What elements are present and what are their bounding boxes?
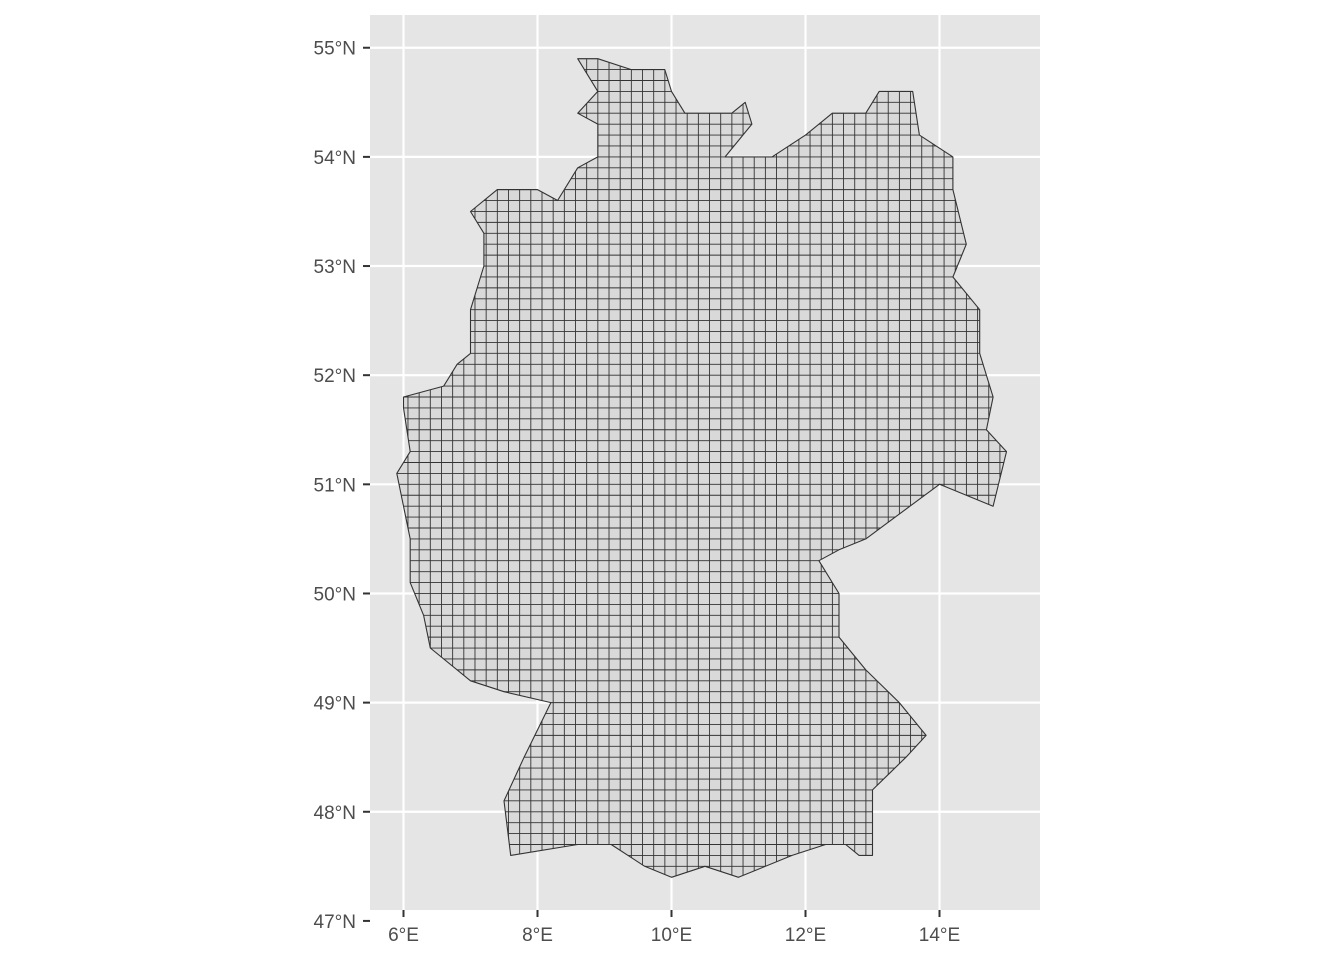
y-tick-label: 50°N xyxy=(314,584,356,605)
x-tick-label: 14°E xyxy=(919,925,960,946)
x-tick-label: 6°E xyxy=(388,925,419,946)
x-tick-label: 10°E xyxy=(651,925,692,946)
y-tick-label: 47°N xyxy=(314,912,356,933)
x-tick-label: 12°E xyxy=(785,925,826,946)
y-tick-label: 53°N xyxy=(314,257,356,278)
y-tick-label: 51°N xyxy=(314,475,356,496)
land-fill xyxy=(396,58,1007,878)
y-tick-label: 48°N xyxy=(314,803,356,824)
y-tick-label: 49°N xyxy=(314,694,356,715)
country-outline xyxy=(396,58,1008,878)
y-tick-label: 52°N xyxy=(314,366,356,387)
x-axis: 6°E 8°E 10°E 12°E 14°E xyxy=(388,910,960,946)
y-axis: 47°N 48°N 49°N 50°N 51°N 52°N 53°N 54°N 55°N xyxy=(314,39,370,933)
y-tick-label: 55°N xyxy=(314,39,356,60)
y-tick-label: 54°N xyxy=(314,148,356,169)
x-tick-label: 8°E xyxy=(522,925,553,946)
